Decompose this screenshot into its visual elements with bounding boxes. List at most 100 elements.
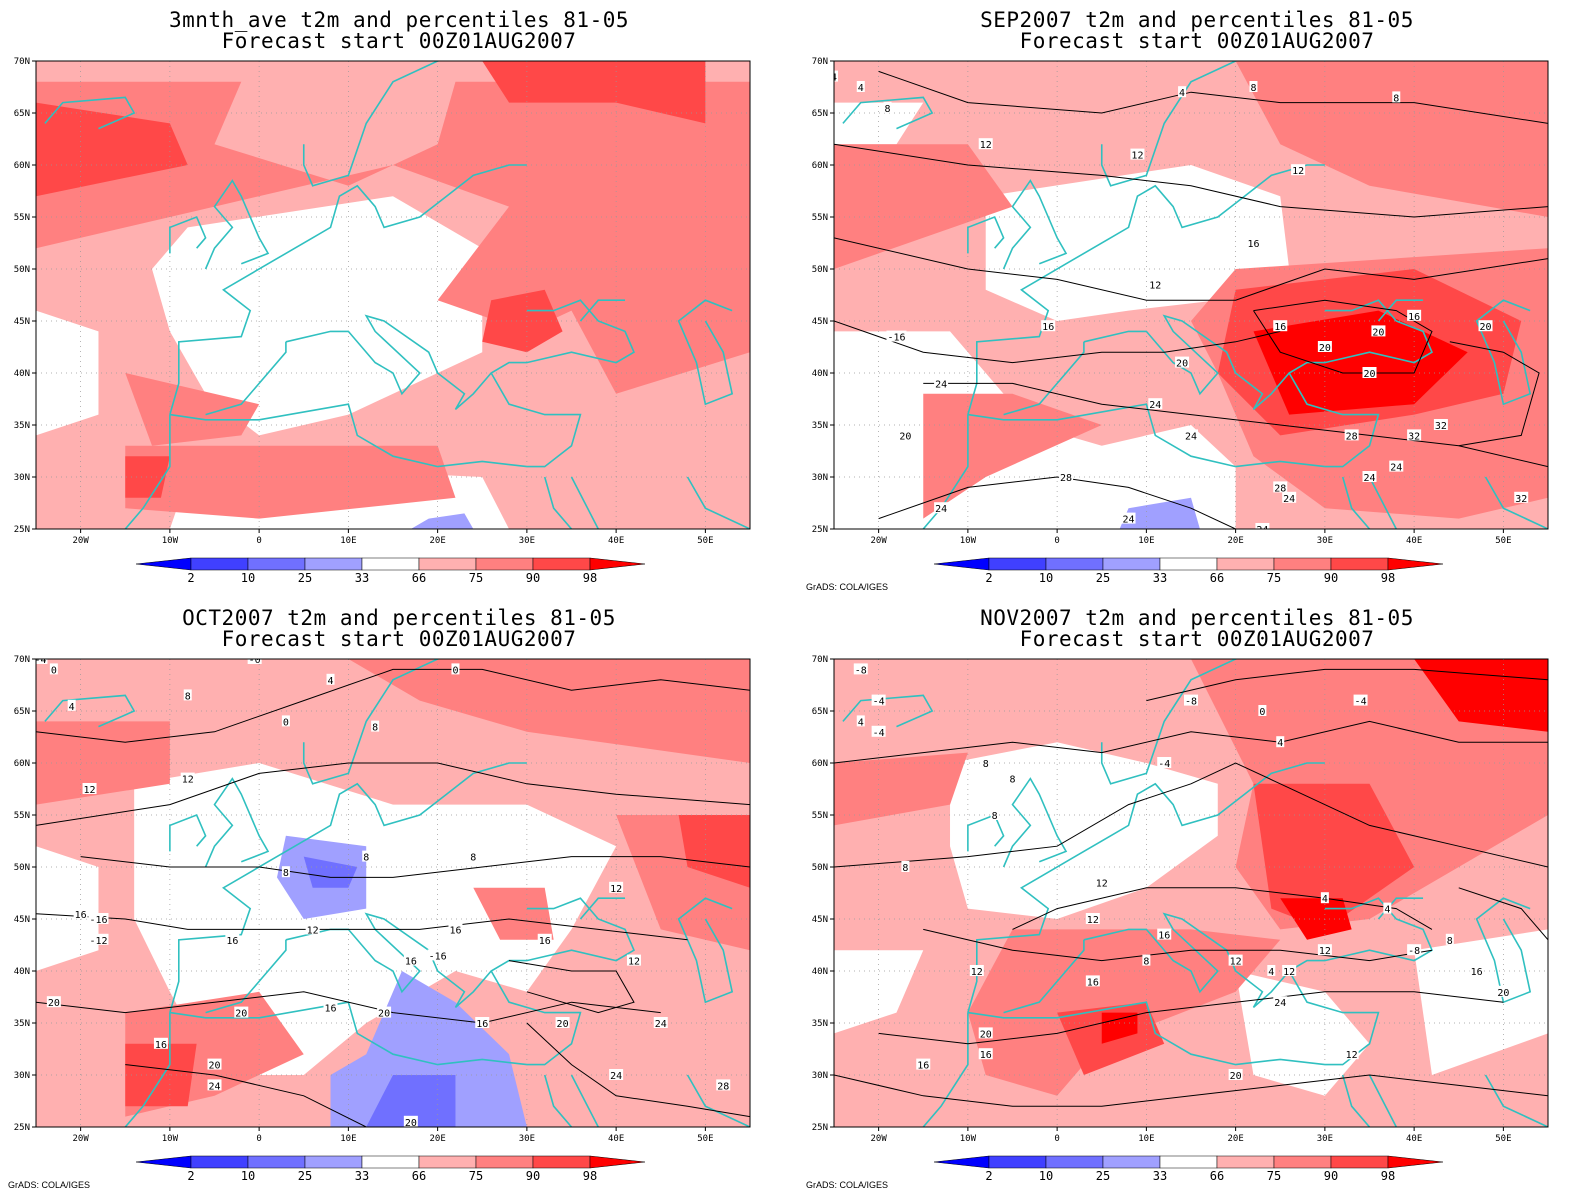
coastline <box>686 476 750 529</box>
contour-label: 20 <box>208 1061 220 1072</box>
colorbar-label: 33 <box>355 1169 369 1183</box>
coastline <box>967 372 1380 468</box>
colorbar-segment <box>361 1155 420 1169</box>
contour-line <box>526 1022 750 1118</box>
colorbar-segment <box>304 557 363 571</box>
contour-label: 20 <box>405 1118 417 1129</box>
contour-line <box>1012 887 1433 930</box>
lon-tick-label: 40E <box>1406 1134 1422 1144</box>
contour-label: 32 <box>1515 494 1527 505</box>
lon-tick-label: 10E <box>1138 1134 1154 1144</box>
coastline <box>686 1074 750 1127</box>
shaded-region <box>473 887 554 940</box>
colorbar-label: 90 <box>526 1169 540 1183</box>
contour-label: 4 <box>858 717 864 728</box>
contour-label: 8 <box>992 811 998 822</box>
colorbar-label: 90 <box>1324 571 1338 585</box>
lon-tick-label: 10W <box>960 1134 977 1144</box>
shaded-region <box>985 165 1290 321</box>
contour-label: -4 <box>34 655 46 666</box>
colorbar-segment <box>190 1155 249 1169</box>
lat-tick-label: 45N <box>14 915 30 925</box>
contour-label: -12 <box>89 936 107 947</box>
colorbar-segment <box>304 1155 363 1169</box>
colorbar-segment <box>589 557 646 571</box>
contour-line <box>36 762 750 826</box>
contour-label: -16 <box>89 915 107 926</box>
contour-line <box>878 476 1236 529</box>
contour-line <box>878 70 1548 124</box>
contour-label: 16 <box>325 1003 337 1014</box>
contour-label: 28 <box>717 1081 729 1092</box>
coastline <box>842 96 934 130</box>
contour-label: 12 <box>971 967 983 978</box>
lon-tick-label: 20E <box>1227 1134 1243 1144</box>
lat-tick-label: 35N <box>14 421 30 431</box>
lon-tick-label: 20W <box>870 1134 887 1144</box>
panel-oct2007: OCT2007 t2m and percentiles 81-05 Foreca… <box>0 598 798 1196</box>
colorbar-segment <box>418 1155 477 1169</box>
coastline <box>1341 476 1371 529</box>
contour-label: 16 <box>449 925 461 936</box>
colorbar: 2 10 25 33 66 75 90 98 <box>135 557 646 585</box>
shaded-region <box>834 950 924 1034</box>
lon-tick-label: 50E <box>697 536 713 546</box>
colorbar-label: 98 <box>583 571 597 585</box>
contour-label: 24 <box>610 1071 622 1082</box>
contour-label: 24 <box>208 1081 220 1092</box>
lon-tick-label: 30E <box>1317 1134 1333 1144</box>
lon-tick-label: 0 <box>1054 1134 1059 1144</box>
coastline <box>570 476 599 529</box>
contour-label: 4 <box>1322 894 1328 905</box>
colorbar-label: 33 <box>1153 1169 1167 1183</box>
contour-line <box>1458 887 1548 941</box>
contour-label: 20 <box>1363 369 1375 380</box>
lat-tick-label: 30N <box>812 473 828 483</box>
contour-label: 20 <box>899 431 911 442</box>
lon-tick-label: 10W <box>162 536 179 546</box>
coastline <box>543 476 573 529</box>
coastline <box>1475 299 1532 406</box>
panel-nov2007: NOV2007 t2m and percentiles 81-05 Foreca… <box>798 598 1596 1196</box>
contour-label: 16 <box>980 1050 992 1061</box>
lat-tick-label: 70N <box>14 57 30 67</box>
colorbar-segment <box>988 1155 1047 1169</box>
colorbar-label: 25 <box>298 1169 312 1183</box>
map-svg: -8 -4 -4 4 -8 -4 0 4 8 8 -4 8 8 12 4 4 12 16 -8 12 8 12 4 8 16 12… <box>812 655 1549 1183</box>
contour-label: 20 <box>557 1019 569 1030</box>
contour-line <box>1449 341 1540 447</box>
contour-label: -4 <box>873 728 885 739</box>
coastline <box>169 215 207 254</box>
lat-tick-label: 60N <box>812 161 828 171</box>
colorbar-label: 2 <box>187 1169 194 1183</box>
lon-tick-label: 10E <box>340 1134 356 1144</box>
lat-tick-label: 50N <box>14 863 30 873</box>
lon-tick-label: 20W <box>72 536 89 546</box>
panel-subtitle: Forecast start 00Z01AUG2007 <box>221 29 577 53</box>
shaded-region <box>125 1043 197 1107</box>
coastline <box>579 299 626 322</box>
contour-label: 0 <box>1259 707 1265 718</box>
panel-title: NOV2007 t2m and percentiles 81-05 <box>980 606 1414 630</box>
contour-label: 16 <box>75 910 87 921</box>
lat-tick-label: 35N <box>14 1019 30 1029</box>
contour-label: 12 <box>980 140 992 151</box>
lon-tick-label: 0 <box>256 536 261 546</box>
shaded-region <box>36 721 170 805</box>
coastline <box>169 813 207 852</box>
shaded-region <box>36 102 188 197</box>
contour-label: 24 <box>935 504 947 515</box>
coastline <box>1368 1074 1397 1127</box>
coastline <box>1341 1074 1371 1127</box>
lon-tick-label: 20E <box>429 1134 445 1144</box>
colorbar-segment <box>933 1155 990 1169</box>
lon-tick-label: 30E <box>519 536 535 546</box>
contour-label: 4 <box>1179 88 1185 99</box>
shaded-region <box>410 513 474 529</box>
contour-line <box>36 913 688 941</box>
lat-tick-label: 65N <box>14 109 30 119</box>
credit-text: GrADS: COLA/IGES <box>806 582 889 592</box>
coastline <box>124 1012 171 1127</box>
coastline <box>1377 299 1424 322</box>
